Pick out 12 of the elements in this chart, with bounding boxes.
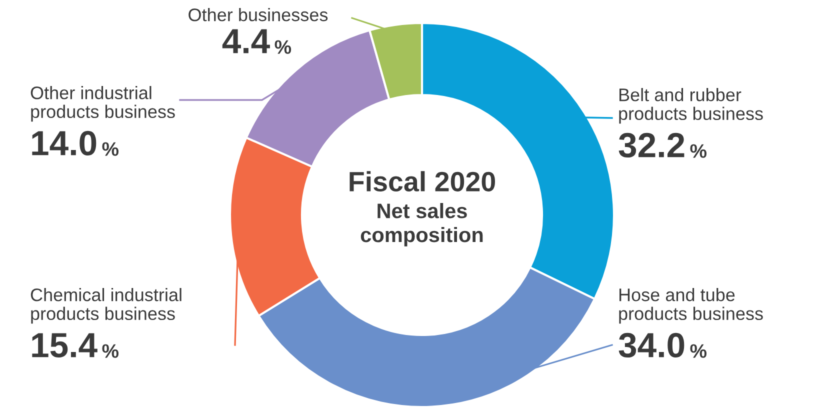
data-label: 4.4% bbox=[222, 29, 292, 54]
slice-label: Hose and tube products business bbox=[619, 288, 763, 324]
text: Net sales composition bbox=[360, 203, 483, 246]
data-label: 34.0% bbox=[618, 332, 707, 358]
data-label: 32.2% bbox=[618, 132, 707, 158]
slice-label: Other industrial products business bbox=[30, 86, 175, 122]
data-label: 15.4% bbox=[32, 333, 119, 358]
legend-label: Other businesses bbox=[188, 8, 328, 22]
slice-label: Belt and rubber products business bbox=[619, 88, 763, 124]
text: Fiscal 2020 bbox=[350, 171, 495, 192]
slice-label: Chemical industrial products business bbox=[30, 288, 182, 324]
data-label: 14.0% bbox=[32, 130, 119, 156]
